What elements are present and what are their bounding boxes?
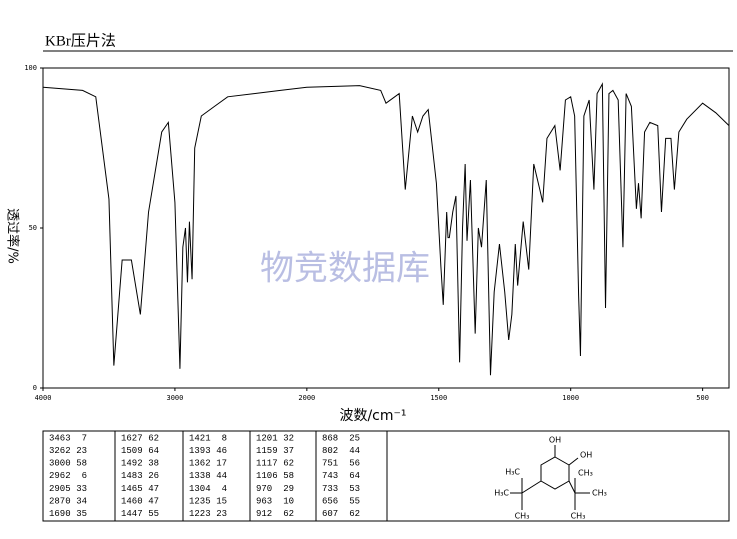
peak-transmittance: 47 [148, 484, 159, 494]
peak-wavenumber: 733 [322, 484, 338, 494]
peak-wavenumber: 802 [322, 446, 338, 456]
peak-transmittance: 26 [148, 471, 159, 481]
peak-wavenumber: 1690 [49, 509, 71, 519]
x-tick-label: 1500 [430, 394, 447, 402]
peak-wavenumber: 743 [322, 471, 338, 481]
peak-wavenumber: 1235 [189, 496, 211, 506]
peak-wavenumber: 1447 [121, 509, 143, 519]
peak-wavenumber: 970 [256, 484, 272, 494]
peak-transmittance: 23 [216, 509, 227, 519]
y-tick-label: 0 [33, 384, 37, 392]
peak-transmittance: 64 [349, 471, 360, 481]
peak-transmittance: 62 [283, 509, 294, 519]
peak-wavenumber: 1362 [189, 459, 211, 469]
structure-label: OH [580, 451, 592, 460]
y-tick-label: 100 [24, 64, 37, 72]
peak-wavenumber: 607 [322, 509, 338, 519]
peak-wavenumber: 3000 [49, 459, 71, 469]
peak-wavenumber: 1492 [121, 459, 143, 469]
peak-transmittance: 17 [216, 459, 227, 469]
peak-transmittance: 35 [76, 509, 87, 519]
peak-wavenumber: 1106 [256, 471, 278, 481]
structure-label: H₃C [505, 468, 520, 477]
x-tick-label: 4000 [35, 394, 52, 402]
structure-label: OH [549, 436, 561, 445]
peak-transmittance: 62 [283, 459, 294, 469]
peak-transmittance: 62 [349, 509, 360, 519]
peak-transmittance: 64 [148, 446, 159, 456]
peak-wavenumber: 912 [256, 509, 272, 519]
peak-wavenumber: 751 [322, 459, 338, 469]
structure-label: CH₃ [515, 512, 530, 521]
peak-wavenumber: 1223 [189, 509, 211, 519]
peak-wavenumber: 2962 [49, 471, 71, 481]
structure-label: CH₃ [571, 512, 586, 521]
structure-label: H₃C [494, 489, 509, 498]
peak-transmittance: 15 [216, 496, 227, 506]
x-tick-label: 3000 [166, 394, 183, 402]
peak-wavenumber: 2905 [49, 484, 71, 494]
peak-wavenumber: 1393 [189, 446, 211, 456]
peak-wavenumber: 1421 [189, 433, 211, 443]
peak-transmittance: 58 [283, 471, 294, 481]
peak-transmittance: 10 [283, 496, 294, 506]
peak-transmittance: 44 [216, 471, 227, 481]
watermark: 物竞数据库 [260, 249, 430, 289]
peak-transmittance: 46 [216, 446, 227, 456]
peak-transmittance: 53 [349, 484, 360, 494]
chart-title: KBr压片法 [45, 32, 116, 49]
peak-transmittance: 58 [76, 459, 87, 469]
peak-transmittance: 7 [82, 433, 87, 443]
structure-label: CH₃ [592, 489, 607, 498]
peak-wavenumber: 656 [322, 496, 338, 506]
structure-label: CH₃ [578, 469, 593, 478]
peak-wavenumber: 868 [322, 433, 338, 443]
peak-wavenumber: 1465 [121, 484, 143, 494]
peak-transmittance: 25 [349, 433, 360, 443]
peak-wavenumber: 1483 [121, 471, 143, 481]
peak-transmittance: 47 [148, 496, 159, 506]
peak-transmittance: 6 [82, 471, 87, 481]
peak-wavenumber: 1201 [256, 433, 278, 443]
table-frame [42, 430, 730, 522]
peak-wavenumber: 1627 [121, 433, 143, 443]
x-tick-label: 1000 [562, 394, 579, 402]
peak-transmittance: 55 [148, 509, 159, 519]
x-tick-label: 500 [696, 394, 709, 402]
peak-wavenumber: 1117 [256, 459, 278, 469]
peak-transmittance: 62 [148, 433, 159, 443]
y-axis-label: 透过率/% [5, 208, 21, 264]
peak-wavenumber: 3262 [49, 446, 71, 456]
peak-transmittance: 44 [349, 446, 360, 456]
peak-transmittance: 4 [222, 484, 227, 494]
peak-transmittance: 38 [148, 459, 159, 469]
peak-transmittance: 23 [76, 446, 87, 456]
peak-wavenumber: 3463 [49, 433, 71, 443]
structure-bonds [510, 445, 590, 510]
peak-transmittance: 56 [349, 459, 360, 469]
peak-transmittance: 37 [283, 446, 294, 456]
x-axis-label: 波数/cm⁻¹ [339, 408, 406, 424]
peak-wavenumber: 1460 [121, 496, 143, 506]
x-tick-label: 2000 [298, 394, 315, 402]
peak-wavenumber: 1159 [256, 446, 278, 456]
peak-transmittance: 29 [283, 484, 294, 494]
peak-transmittance: 8 [222, 433, 227, 443]
peak-transmittance: 32 [283, 433, 294, 443]
y-tick-label: 50 [29, 224, 37, 232]
peak-transmittance: 34 [76, 496, 87, 506]
peak-wavenumber: 2870 [49, 496, 71, 506]
peak-wavenumber: 1509 [121, 446, 143, 456]
peak-wavenumber: 963 [256, 496, 272, 506]
peak-transmittance: 55 [349, 496, 360, 506]
peak-wavenumber: 1338 [189, 471, 211, 481]
peak-transmittance: 33 [76, 484, 87, 494]
peak-wavenumber: 1304 [189, 484, 211, 494]
spectrum-line [42, 82, 730, 376]
